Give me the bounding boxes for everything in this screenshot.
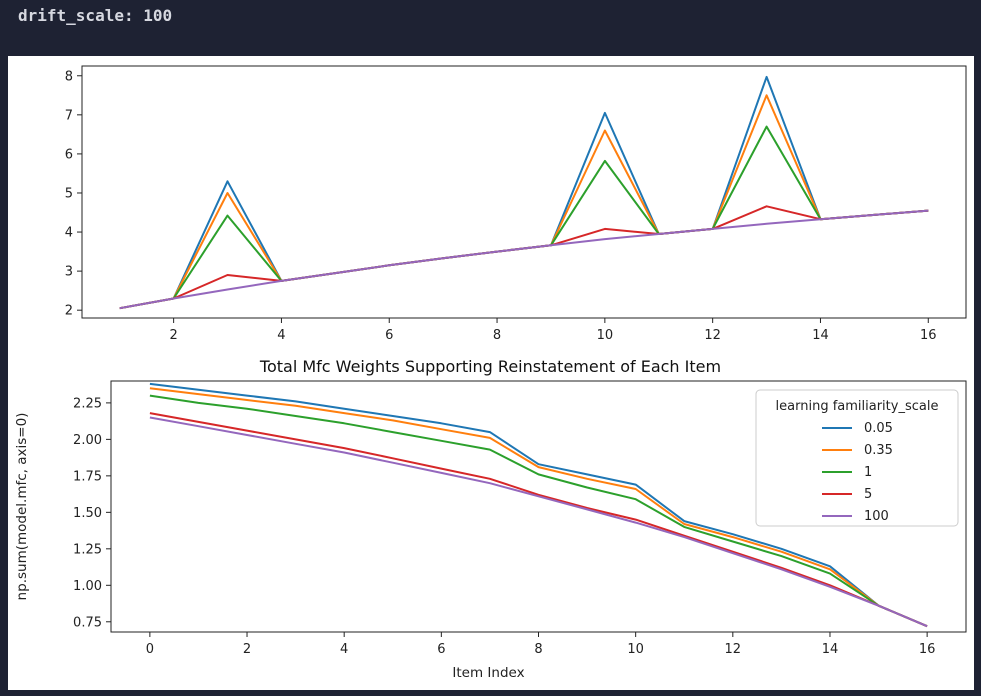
cell-output-area: drift_scale: 100 — [0, 0, 981, 56]
cell-output-text: drift_scale: 100 — [18, 6, 173, 25]
legend-entry: 0.35 — [864, 443, 893, 458]
x-tick-label: 8 — [493, 328, 501, 343]
y-tick-label: 1.50 — [73, 506, 102, 521]
x-tick-label: 0 — [146, 642, 154, 657]
x-tick-label: 6 — [437, 642, 445, 657]
x-tick-label: 4 — [277, 328, 285, 343]
axes-frame — [81, 65, 967, 319]
x-tick-label: 14 — [822, 642, 839, 657]
x-tick-label: 2 — [243, 642, 251, 657]
x-tick-label: 12 — [725, 642, 742, 657]
x-axis-label: Item Index — [452, 665, 524, 681]
y-tick-label: 1.00 — [73, 579, 102, 594]
y-tick-label: 2.25 — [73, 396, 102, 411]
y-tick-label: 4 — [65, 226, 73, 241]
series-line-0_35 — [149, 387, 928, 628]
y-tick-label: 1.25 — [73, 542, 102, 557]
y-tick-label: 2.00 — [73, 433, 102, 448]
series-line-1 — [149, 394, 928, 628]
legend-box — [755, 389, 959, 527]
legend-title: learning familiarity_scale — [776, 399, 939, 414]
series-line-0_05 — [149, 382, 928, 628]
y-axis-label: np.sum(model.mfc, axis=0) — [14, 413, 30, 601]
legend-entry: 5 — [864, 487, 872, 502]
y-tick-label: 5 — [65, 186, 73, 201]
y-tick-label: 1.75 — [73, 469, 102, 484]
legend-entry: 100 — [864, 509, 889, 524]
legend-entry: 0.05 — [864, 421, 893, 436]
y-tick-label: 3 — [65, 265, 73, 280]
series-line-100 — [119, 209, 929, 310]
y-tick-label: 8 — [65, 69, 73, 84]
y-tick-label: 0.75 — [73, 615, 102, 630]
y-tick-label: 2 — [65, 304, 73, 319]
x-tick-label: 2 — [169, 328, 177, 343]
series-line-5 — [149, 412, 928, 628]
figure-svg: 2 4 6 8 10 12 14 16 2 3 4 5 6 7 8 0 2 4 6 8 10 12 14 16 0.75 1.00… — [14, 65, 967, 681]
series-line-100 — [149, 416, 928, 628]
x-tick-label: 10 — [627, 642, 644, 657]
series-line-5 — [119, 205, 929, 310]
figure-panel: 2 4 6 8 10 12 14 16 2 3 4 5 6 7 8 0 2 4 6 8 10 12 14 16 0.75 1.00… — [8, 56, 974, 690]
x-tick-label: 14 — [812, 328, 829, 343]
series-line-0_05 — [119, 75, 929, 310]
y-tick-label: 6 — [65, 147, 73, 162]
chart-title: Total Mfc Weights Supporting Reinstateme… — [259, 357, 721, 376]
legend: learning familiarity_scale 0.05 0.35 1 5 100 — [755, 389, 959, 527]
x-tick-label: 10 — [597, 328, 614, 343]
series-line-1 — [119, 125, 929, 310]
x-tick-label: 16 — [920, 328, 937, 343]
y-tick-label: 7 — [65, 108, 73, 123]
x-tick-label: 16 — [919, 642, 936, 657]
x-tick-label: 12 — [704, 328, 721, 343]
chart-2: 0 2 4 6 8 10 12 14 16 0.75 1.00 1.25 1.50 1.75 2.00 2.2… — [14, 357, 967, 681]
chart-1: 2 4 6 8 10 12 14 16 2 3 4 5 6 7 8 — [65, 65, 967, 343]
legend-entry: 1 — [864, 465, 872, 480]
x-tick-label: 6 — [385, 328, 393, 343]
x-tick-label: 8 — [534, 642, 542, 657]
x-tick-label: 4 — [340, 642, 348, 657]
